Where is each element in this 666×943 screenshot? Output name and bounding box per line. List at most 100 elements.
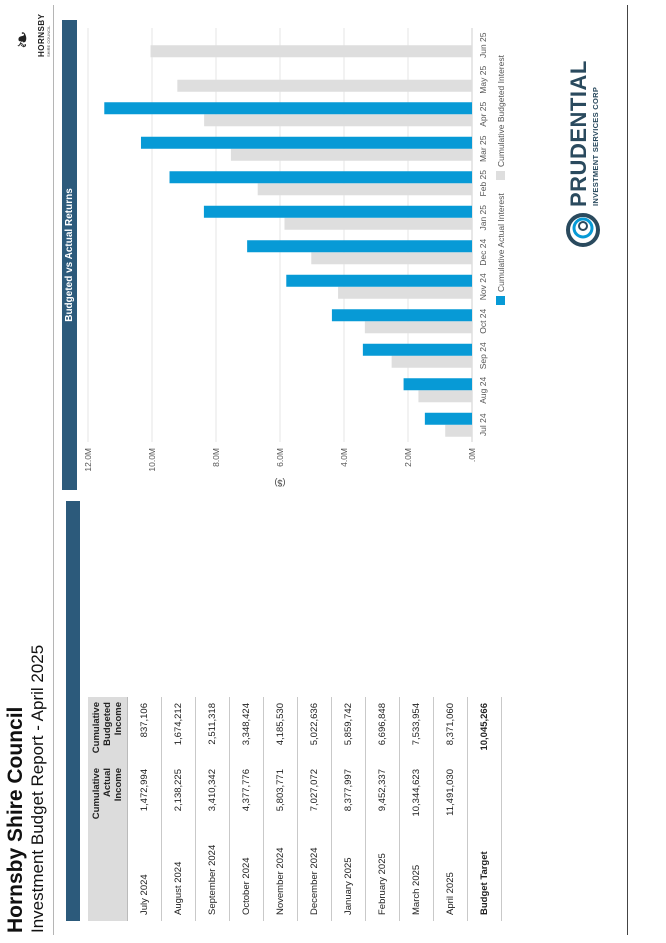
x-tick-label: May 25 — [478, 66, 488, 94]
table-cell-actual: 4,377,776 — [229, 763, 264, 829]
table-row: July 2024 1,472,994 837,106 — [127, 697, 162, 921]
actual-bar — [331, 309, 472, 322]
x-tick-label: Apr 25 — [478, 101, 488, 126]
y-tick-label: 6.0M — [275, 448, 285, 467]
budgeted-bar — [391, 355, 472, 368]
table-row: March 2025 10,344,623 7,533,954 — [399, 697, 434, 921]
actual-bar — [362, 343, 472, 356]
bird-icon: ❧ — [10, 30, 35, 49]
footer-divider — [627, 5, 628, 935]
budgeted-bar — [177, 79, 473, 92]
table-cell-actual: 8,377,997 — [331, 763, 366, 829]
legend-swatch-budgeted — [496, 171, 505, 180]
table-row-budget-target: Budget Target 10,045,266 — [467, 697, 502, 921]
actual-bar — [286, 274, 472, 287]
table-cell-month: April 2025 — [433, 829, 468, 921]
table-cell-budgeted: 837,106 — [127, 697, 162, 763]
budgeted-bar — [204, 114, 473, 127]
prudential-logo: PRUDENTIAL INVESTMENT SERVICES CORP — [564, 47, 610, 247]
table-cell-budgeted: 5,859,742 — [331, 697, 366, 763]
legend-swatch-actual — [496, 296, 505, 305]
table-banner — [66, 501, 80, 921]
hornsby-logo-sub: SHIRE COUNCIL — [46, 25, 51, 57]
table-cell-month: July 2024 — [127, 829, 162, 921]
y-tick-label: 10.0M — [147, 448, 157, 472]
budgeted-bar — [445, 424, 473, 437]
table-cell-actual: 10,344,623 — [399, 763, 434, 829]
table-cell-month: January 2025 — [331, 829, 366, 921]
table-cell-budgeted: 6,696,848 — [365, 697, 400, 763]
table-cell-actual: 2,138,225 — [161, 763, 196, 829]
returns-chart: .0M 2.0M 4.0M 6.0M 8.0M 10.0M 12.0M ($) Jul 24 Au… — [83, 28, 506, 488]
budgeted-bar — [284, 217, 472, 230]
x-tick-label: Dec 24 — [478, 239, 488, 266]
x-tick-label: Aug 24 — [478, 377, 488, 404]
legend-label-actual: Cumulative Actual Interest — [496, 193, 506, 292]
hornsby-logo-word: HORNSBY — [37, 13, 46, 57]
table-cell-actual: 1,472,994 — [127, 763, 162, 829]
table-header-row: Cumulative Actual Income Cumulative Budg… — [88, 697, 128, 921]
table-cell-month: December 2024 — [297, 829, 332, 921]
actual-bar — [403, 378, 473, 391]
y-tick-label: 8.0M — [211, 448, 221, 467]
x-tick-label: Jul 24 — [478, 413, 488, 436]
legend-label-budgeted: Cumulative Budgeted Interest — [496, 54, 506, 167]
budget-target-label: Budget Target — [467, 829, 502, 921]
budget-target-value: 10,045,266 — [467, 697, 502, 763]
returns-chart-panel: Budgeted vs Actual Returns .0M 2.0M 4.0M 6.… — [62, 20, 530, 490]
header-divider — [53, 5, 54, 935]
budgeted-bar — [338, 286, 473, 299]
table-cell-actual: 11,491,030 — [433, 763, 468, 829]
table-row: January 2025 8,377,997 5,859,742 — [331, 697, 366, 921]
table-row: September 2024 3,410,342 2,511,318 — [195, 697, 230, 921]
table-cell-budgeted: 2,511,318 — [195, 697, 230, 763]
table-cell-budgeted: 7,533,954 — [399, 697, 434, 763]
table-cell-budgeted: 1,674,212 — [161, 697, 196, 763]
y-axis-label: ($) — [274, 478, 285, 488]
budgeted-bar — [418, 390, 472, 403]
budgeted-bar — [150, 45, 473, 58]
x-tick-label: Jun 25 — [478, 32, 488, 58]
actual-bar — [203, 205, 473, 218]
budgeted-bar — [311, 252, 472, 265]
table-row: April 2025 11,491,030 8,371,060 — [433, 697, 468, 921]
table-header-budgeted: Cumulative Budgeted Income — [88, 697, 128, 763]
table-row: October 2024 4,377,776 3,348,424 — [229, 697, 264, 921]
y-tick-label: 2.0M — [403, 448, 413, 467]
table-cell-month: October 2024 — [229, 829, 264, 921]
budgeted-bar — [230, 148, 472, 161]
actual-bar — [169, 171, 473, 184]
x-tick-label: Mar 25 — [478, 135, 488, 162]
table-cell-budgeted: 4,185,530 — [263, 697, 298, 763]
prudential-tagline: INVESTMENT SERVICES CORP — [591, 86, 600, 206]
prudential-name: PRUDENTIAL — [566, 60, 591, 207]
x-tick-label: Jan 25 — [478, 205, 488, 231]
table-cell-month: February 2025 — [365, 829, 400, 921]
budgeted-bar — [257, 183, 472, 196]
table-cell-budgeted: 3,348,424 — [229, 697, 264, 763]
chart-title: Budgeted vs Actual Returns — [62, 20, 77, 490]
hornsby-logo: ❧ HORNSBY SHIRE COUNCIL — [10, 7, 52, 57]
x-tick-label: Sep 24 — [478, 342, 488, 369]
table-cell-month: September 2024 — [195, 829, 230, 921]
table-header-actual: Cumulative Actual Income — [88, 763, 128, 829]
table-cell-actual: 3,410,342 — [195, 763, 230, 829]
table-row: November 2024 5,803,771 4,185,530 — [263, 697, 298, 921]
income-table-panel: Cumulative Actual Income Cumulative Budg… — [66, 501, 502, 921]
table-cell-actual: 5,803,771 — [263, 763, 298, 829]
table-cell-budgeted: 8,371,060 — [433, 697, 468, 763]
x-tick-label: Feb 25 — [478, 170, 488, 197]
x-tick-label: Oct 24 — [478, 308, 488, 333]
actual-bar — [140, 136, 472, 149]
table-row: February 2025 9,452,337 6,696,848 — [365, 697, 400, 921]
y-tick-label: 4.0M — [339, 448, 349, 467]
y-tick-label: 12.0M — [83, 448, 93, 472]
actual-bar — [104, 102, 472, 115]
actual-bar — [424, 412, 473, 425]
table-cell-month: August 2024 — [161, 829, 196, 921]
table-cell-month: November 2024 — [263, 829, 298, 921]
prudential-mark-icon — [566, 213, 600, 247]
y-tick-label: .0M — [467, 448, 477, 462]
table-row: August 2024 2,138,225 1,674,212 — [161, 697, 196, 921]
